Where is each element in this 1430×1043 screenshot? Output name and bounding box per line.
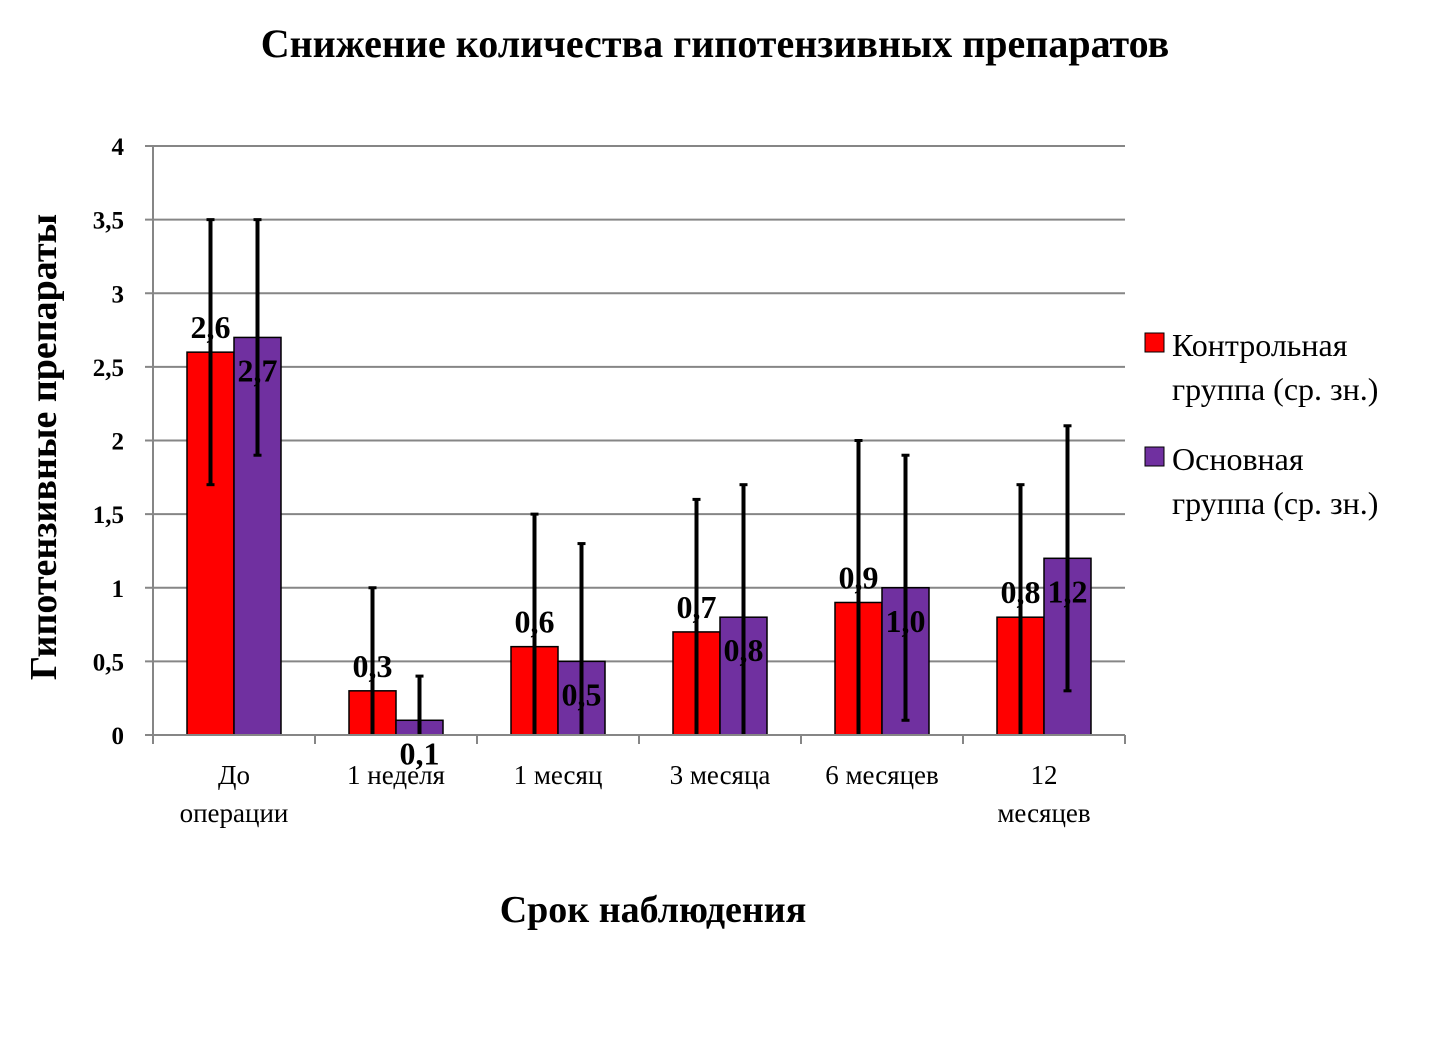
data-label: 0,8 <box>724 632 764 668</box>
data-label: 1,2 <box>1048 573 1088 609</box>
y-tick-label: 3 <box>112 281 125 308</box>
x-axis-title: Срок наблюдения <box>500 889 807 931</box>
y-tick-label: 2 <box>112 429 125 456</box>
x-tick-label: месяцев <box>997 798 1090 828</box>
data-label: 1,0 <box>886 603 926 639</box>
x-tick-label: До <box>218 760 250 790</box>
data-label: 0,1 <box>400 735 440 771</box>
data-label: 0,9 <box>839 559 879 595</box>
x-tick-label: 6 месяцев <box>825 760 939 790</box>
x-tick-labels: До операции 1 неделя 1 месяц 3 месяца 6 месяц… <box>180 760 1091 828</box>
x-tick-label: 12 <box>1031 760 1058 790</box>
x-tick-label: 1 неделя <box>347 760 445 790</box>
data-label: 0,3 <box>353 648 393 684</box>
legend: Контрольная группа (ср. зн.) Основная групп… <box>1144 327 1378 521</box>
legend-label: группа (ср. зн.) <box>1172 371 1378 407</box>
y-tick-label: 1 <box>112 576 125 603</box>
chart-title: Снижение количества гипотензивных препар… <box>261 21 1170 66</box>
error-bars <box>206 218 1072 735</box>
data-label: 0,7 <box>677 589 717 625</box>
gridlines <box>145 145 1125 736</box>
bars <box>186 336 1092 736</box>
y-tick-label: 0,5 <box>93 649 124 676</box>
y-tick-label: 3,5 <box>93 208 124 235</box>
legend-label: Контрольная <box>1172 327 1348 363</box>
y-axis-title: Гипотензивные препараты <box>23 214 65 680</box>
legend-swatch <box>1144 332 1165 353</box>
x-tick-label: 3 месяца <box>670 760 771 790</box>
data-labels: 2,6 0,3 0,6 0,7 0,9 0,8 2,7 0,1 0,5 0,8 1,0 1,2 <box>191 309 1088 771</box>
y-tick-label: 1,5 <box>93 502 124 529</box>
x-tick-label: 1 месяц <box>514 760 603 790</box>
axes <box>152 146 1126 744</box>
y-tick-label: 2,5 <box>93 355 124 382</box>
data-label: 2,7 <box>238 352 278 388</box>
y-tick-labels: 0 0,5 1 1,5 2 2,5 3 3,5 4 <box>93 134 125 750</box>
y-tick-label: 0 <box>112 723 125 750</box>
legend-swatch <box>1144 446 1165 467</box>
legend-label: Основная <box>1172 441 1304 477</box>
data-label: 0,6 <box>515 604 555 640</box>
data-label: 2,6 <box>191 309 231 345</box>
legend-label: группа (ср. зн.) <box>1172 485 1378 521</box>
y-tick-label: 4 <box>112 134 125 161</box>
data-label: 0,8 <box>1001 574 1041 610</box>
data-label: 0,5 <box>562 676 602 712</box>
x-tick-label: операции <box>180 798 289 828</box>
